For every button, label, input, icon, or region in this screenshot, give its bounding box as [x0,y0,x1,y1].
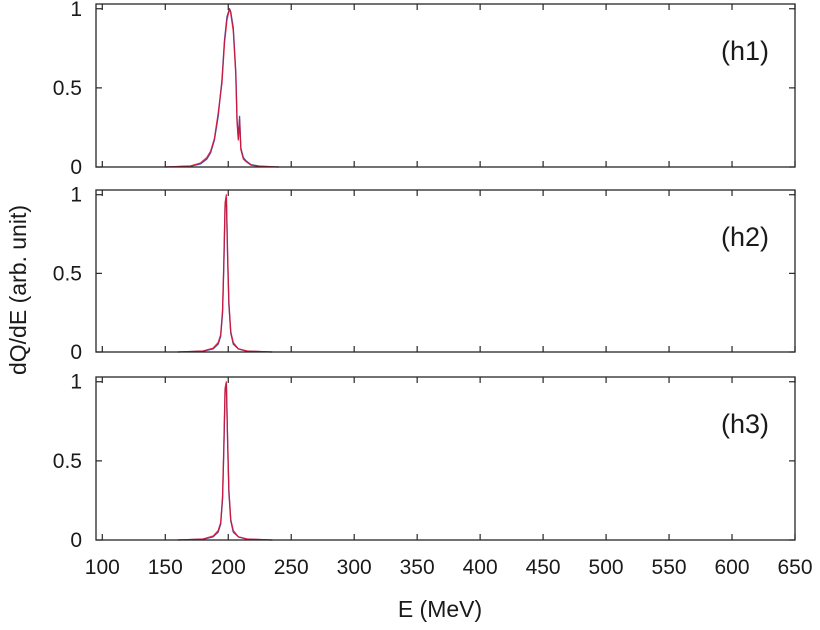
x-tick-label-200: 200 [211,556,246,579]
panel-3-y-tick-label-0.5: 0.5 [53,450,82,473]
x-tick-label-100: 100 [85,556,120,579]
panel-3-series-2-line [177,381,273,541]
panel-1-frame [95,3,796,168]
panel-1-label: (h1) [721,36,769,66]
panel-2-frame [95,189,796,353]
y-axis-title: dQ/dE (arb. unit) [5,205,31,375]
panel-1-y-tick-label-0: 0 [70,156,82,179]
x-tick-label-500: 500 [589,556,624,579]
x-tick-label-450: 450 [526,556,561,579]
panel-2-label: (h2) [721,222,769,252]
panel-2-y-tick-label-0.5: 0.5 [53,262,82,285]
x-tick-label-150: 150 [148,556,183,579]
panel-2-series-2-line [177,194,273,353]
panel-2-y-tick-label-1: 1 [70,184,82,207]
panel-1-y-tick-label-0.5: 0.5 [53,77,82,100]
x-tick-label-400: 400 [463,556,498,579]
x-tick-label-250: 250 [274,556,309,579]
x-tick-label-300: 300 [337,556,372,579]
panel-1-series-2-line [165,8,279,168]
panel-3-label: (h3) [721,409,769,439]
x-tick-label-600: 600 [715,556,750,579]
x-tick-label-550: 550 [652,556,687,579]
panel-3-y-tick-label-0: 0 [70,529,82,552]
panel-1-y-tick-label-1: 1 [70,0,82,21]
x-tick-label-350: 350 [400,556,435,579]
panel-2-y-tick-label-0: 0 [70,341,82,364]
panel-3-frame [95,376,796,541]
panel-3-y-tick-label-1: 1 [70,371,82,394]
x-tick-label-650: 650 [777,556,812,579]
x-axis-title: E (MeV) [398,596,482,622]
